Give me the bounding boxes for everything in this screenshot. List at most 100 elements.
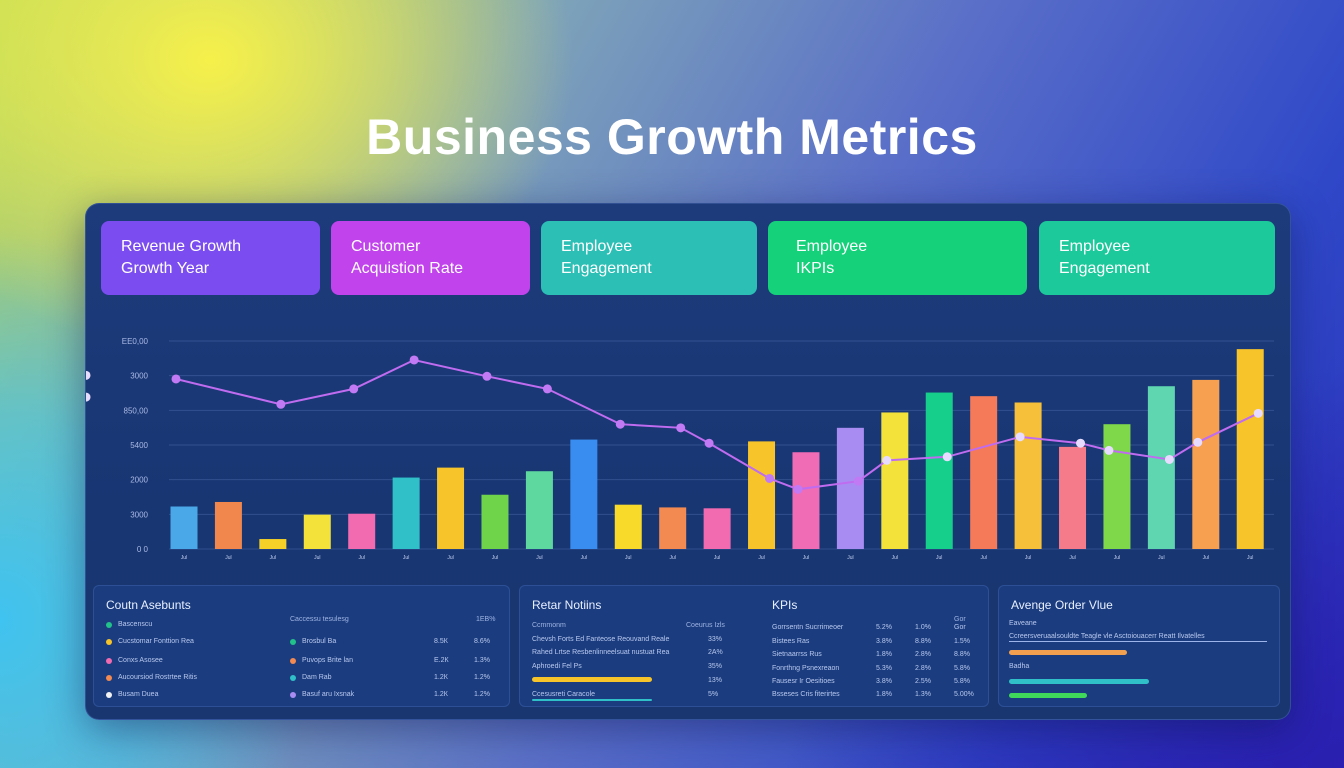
x-tick-label: Jul [314,555,320,561]
x-tick-label: Jul [447,555,453,561]
x-tick-label: Jul [892,555,898,561]
kpi-row: Fonrthng Psnexreaon [772,665,840,672]
chart-bar [792,452,820,549]
line-point [482,371,492,381]
chart-bar [970,396,998,549]
kpi-card-revenue-growth[interactable]: Revenue Growth Growth Year [101,221,320,295]
aov-bar-1 [1009,650,1127,655]
kpi-col-header: Gor [954,616,966,623]
page-title: Business Growth Metrics [366,109,978,165]
legend-dot [106,675,112,681]
x-tick-label: Jul [359,555,365,561]
x-tick-label: Jul [847,555,853,561]
list-item: Chevsh Forts Ed Fanteose Reouvand Reale [532,636,670,643]
line-point [704,438,714,448]
kpi-value: 5.00% [954,691,974,698]
x-tick-label: Jul [669,555,675,561]
kpi-card-sublabel: Engagement [561,260,652,277]
accounts-card: Coutn Asebunts Caccessu tesulesg 1ЕВ% Ba… [93,585,510,707]
line-point [409,355,419,365]
kpi-row: Bistees Ras [772,638,810,645]
x-tick-label: Jul [1025,555,1031,561]
line-point [1193,437,1203,447]
kpi-card-sublabel: Engagement [1059,260,1150,277]
list-item: Brosbul Ba [302,638,337,645]
kpi-row: Sietnaarrss Rus [772,651,822,658]
list-value: 8.6% [474,638,490,645]
kpi-card-employee-engagement[interactable]: Employee Engagement [541,221,757,295]
chart-bar [303,514,331,549]
chart-bar [1059,446,1087,549]
list-item: Aucoursiod Rostrtee Ritis [118,674,197,681]
progress-bar [532,699,652,701]
kpis-title: KPIs [772,598,798,612]
x-tick-label: Jul [225,555,231,561]
kpi-card-customer-acquisition[interactable]: Customer Acquistion Rate [331,221,530,295]
kpi-value: 5.2% [876,624,892,631]
kpi-value: 2.8% [915,651,931,658]
aov-bar-label: Badha [1009,663,1030,670]
average-order-value-card: Avenge Order Vlue Eaveane Ccreersveruaal… [998,585,1280,707]
line-point [542,384,552,394]
chart-bar [925,392,953,549]
dashboard-panel: Revenue Growth Growth Year Customer Acqu… [85,203,1291,720]
kpi-card-employee-engagement-2[interactable]: Employee Engagement [1039,221,1275,295]
y-tick-label: 2000 [130,476,148,485]
y-tick-label: 3000 [130,510,148,519]
legend-dot [290,658,296,664]
x-tick-label: Jul [1069,555,1075,561]
line-point [349,384,359,394]
y-tick-label: ЕЕ0,00 [122,337,149,346]
line-point [1076,438,1086,448]
kpi-card-sublabel: Acquistion Rate [351,260,464,277]
list-item: Busam Duea [118,691,159,698]
divider [1009,641,1267,642]
trend-line [175,358,1259,491]
chart-bar [659,507,687,549]
kpi-value: 1.8% [876,691,892,698]
y-tick-label: 850,00 [124,406,149,415]
x-tick-label: Jul [625,555,631,561]
legend-dot [290,692,296,698]
x-tick-label: Jul [1247,555,1253,561]
x-tick-label: Jul [270,555,276,561]
x-tick-label: Jul [1158,555,1164,561]
chart-bar [703,508,731,549]
list-value: 1.3% [474,657,490,664]
retail-col-header: Ccmmonm [532,622,566,629]
legend-dot [106,692,112,698]
chart-bar [437,467,465,549]
x-tick-label: Jul [1203,555,1209,561]
chart-bar [836,427,864,549]
chart-bar [748,441,776,549]
chart-bar [1147,386,1175,549]
line-point [86,392,91,402]
aov-subtitle: Eaveane [1009,620,1037,627]
progress-bar [532,677,652,682]
list-value: 5% [708,691,719,698]
list-value: 33% [708,636,723,643]
list-item: Conxs Asosee [118,657,163,664]
kpi-card-label: Customer [351,238,421,255]
retail-col-header-2: Coeurus Izls [686,622,725,629]
list-value: 1.2К [434,674,448,681]
y-tick-label: 5400 [130,441,148,450]
line-point [942,452,952,462]
kpi-value: 1.3% [915,691,931,698]
line-point [1015,432,1025,442]
kpi-value: 3.8% [876,638,892,645]
chart-bar [259,539,287,549]
accounts-col-header: Caccessu tesulesg [290,616,349,623]
list-item: Puvops Brite lan [302,657,353,664]
x-tick-label: Jul [536,555,542,561]
kpi-card-employee-kpis[interactable]: Employee IKPIs [768,221,1027,295]
line-point [882,455,892,465]
chart-bar [570,439,598,549]
list-value: 1.2К [434,691,448,698]
line-point [1253,408,1263,418]
chart-bar [392,477,420,549]
x-tick-label: Jul [492,555,498,561]
kpi-card-sublabel: IKPIs [796,260,835,277]
retail-notes-card: Retar Notiins KPIs Ccmmonm Coeurus Izls … [519,585,989,707]
x-tick-label: Jul [936,555,942,561]
